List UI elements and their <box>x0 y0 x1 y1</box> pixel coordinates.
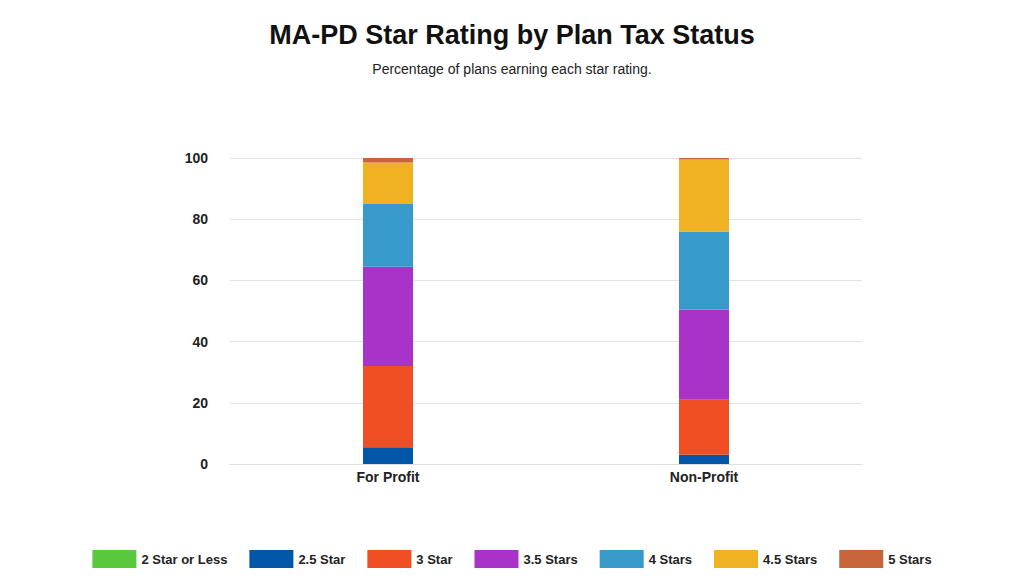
svg-text:4.5 Stars: 4.5 Stars <box>763 552 817 567</box>
svg-text:20: 20 <box>192 395 208 411</box>
svg-text:2 Star or Less: 2 Star or Less <box>141 552 227 567</box>
svg-text:5 Stars: 5 Stars <box>888 552 931 567</box>
svg-text:0: 0 <box>200 456 208 472</box>
svg-text:100: 100 <box>185 150 209 166</box>
svg-text:MA-PD Star Rating by Plan Tax: MA-PD Star Rating by Plan Tax Status <box>269 20 755 50</box>
svg-text:3 Star: 3 Star <box>416 552 452 567</box>
svg-text:Percentage of plans earning ea: Percentage of plans earning each star ra… <box>372 61 651 77</box>
svg-text:3.5 Stars: 3.5 Stars <box>523 552 577 567</box>
svg-text:60: 60 <box>192 272 208 288</box>
svg-text:4 Stars: 4 Stars <box>649 552 692 567</box>
svg-text:Non-Profit: Non-Profit <box>670 469 739 485</box>
svg-text:40: 40 <box>192 334 208 350</box>
svg-text:For Profit: For Profit <box>357 469 420 485</box>
svg-text:80: 80 <box>192 211 208 227</box>
svg-text:2.5 Star: 2.5 Star <box>298 552 345 567</box>
